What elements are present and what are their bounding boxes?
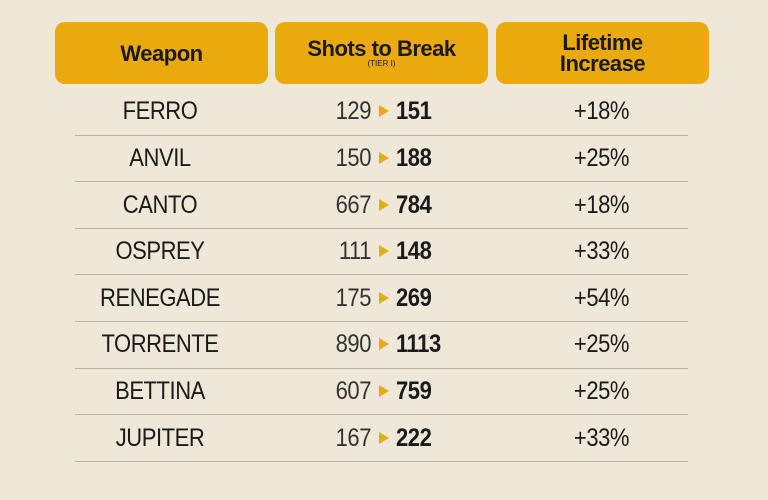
lifetime-increase: +25% [573,143,630,172]
arrow-icon [379,105,389,118]
arrow-icon [379,338,389,351]
row-divider [75,368,688,369]
shots-before: 890 [335,330,372,359]
shots-after: 1113 [396,330,441,359]
shots-before: 150 [335,143,372,172]
lifetime-increase: +33% [573,237,630,266]
shots-after: 269 [396,283,432,312]
row-divider [75,181,688,182]
header-text: Shots to Break [307,36,456,61]
lifetime-increase: +33% [573,423,630,452]
weapon-name: FERRO [122,97,198,126]
shots-before: 111 [338,237,372,266]
row-divider [75,414,688,415]
weapon-name: OSPREY [115,237,205,266]
weapon-name: ANVIL [129,143,191,172]
row-divider [75,461,688,462]
weapon-name: CANTO [122,190,198,219]
shots-after: 222 [396,423,432,452]
weapon-name: RENEGADE [100,283,220,312]
arrow-icon [379,198,389,211]
shots-after: 188 [396,143,432,172]
shots-before: 167 [335,423,372,452]
lifetime-increase: +18% [573,190,630,219]
weapon-name: TORRENTE [101,330,219,359]
row-divider [75,135,688,136]
header-text: Lifetime Increase [559,30,646,76]
row-divider [75,228,688,229]
header-cell: Shots to Break (TIER I) [275,22,488,84]
lifetime-increase: +18% [573,97,630,126]
row-divider [75,321,688,322]
weapon-name: JUPITER [115,423,205,452]
shots-before: 607 [335,376,372,405]
header-cell: Weapon [55,22,268,84]
lifetime-increase: +25% [573,330,630,359]
lifetime-increase: +54% [573,283,630,312]
shots-after: 784 [396,190,432,219]
arrow-icon [379,431,389,444]
header-subtext: (TIER I) [367,59,396,68]
row-divider [75,274,688,275]
shots-after: 151 [396,97,432,126]
shots-after: 148 [396,237,432,266]
arrow-icon [379,291,389,304]
weapon-name: BETTINA [115,376,205,405]
header-text: Weapon [120,40,203,66]
shots-before: 175 [335,283,372,312]
arrow-icon [379,151,389,164]
arrow-icon [379,384,389,397]
lifetime-increase: +25% [573,376,630,405]
shots-before: 667 [335,190,372,219]
shots-after: 759 [396,376,432,405]
arrow-icon [379,245,389,258]
shots-before: 129 [335,97,372,126]
header-cell: Lifetime Increase [496,22,709,84]
